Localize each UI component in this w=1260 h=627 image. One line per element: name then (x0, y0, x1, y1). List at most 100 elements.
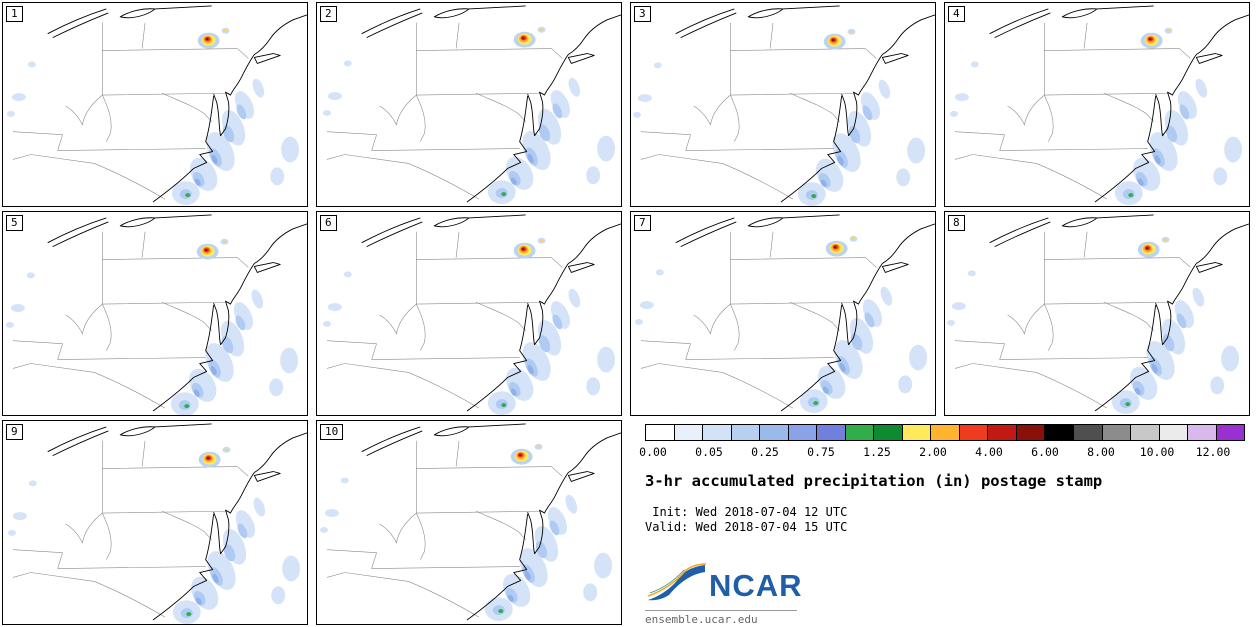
colorbar-tick: 0.05 (695, 445, 723, 459)
ncar-swoosh-icon (647, 563, 707, 601)
colorbar-segment (788, 425, 818, 440)
colorbar-segment (731, 425, 761, 440)
figure-title: 3-hr accumulated precipitation (in) post… (645, 472, 1103, 490)
storm-cell (825, 235, 858, 257)
colorbar-segment (674, 425, 704, 440)
map-panel: 5 (2, 211, 308, 416)
colorbar-tick: 0.25 (751, 445, 779, 459)
state-borders (12, 231, 249, 409)
panel-number: 7 (634, 215, 651, 231)
colorbar-segment (874, 425, 903, 440)
precipitation-shading (322, 60, 616, 205)
colorbar-segment (817, 425, 846, 440)
coastline (675, 214, 935, 412)
state-borders (640, 22, 877, 200)
colorbar-segment (1073, 425, 1103, 440)
precipitation-shading (634, 269, 928, 414)
storm-cell (823, 28, 856, 50)
storm-cell (198, 446, 231, 468)
state-borders (326, 440, 563, 618)
storm-cell (510, 443, 543, 465)
colorbar-tick: 12.00 (1195, 445, 1231, 459)
state-borders (954, 231, 1191, 409)
colorbar-tick: 2.00 (919, 445, 947, 459)
map-panel: 9 (2, 420, 308, 625)
colorbar-tick: 6.00 (1031, 445, 1059, 459)
map-panel: 4 (944, 2, 1250, 207)
ncar-logo-text: NCAR (709, 567, 803, 603)
coastline (361, 214, 621, 412)
state-borders (954, 22, 1191, 200)
map-panel: 8 (944, 211, 1250, 416)
colorbar-segment (646, 425, 675, 440)
colorbar-segment (1102, 425, 1132, 440)
valid-time: Valid: Wed 2018-07-04 15 UTC (645, 520, 848, 534)
colorbar-segment (988, 425, 1017, 440)
precipitation-shading (319, 477, 613, 622)
map-svg (949, 5, 1249, 206)
colorbar-tick: 10.00 (1139, 445, 1175, 459)
precipitation-shading (322, 271, 616, 415)
coastline (989, 5, 1249, 203)
map-panel: 6 (316, 211, 622, 416)
map-svg (634, 214, 935, 414)
map-panel: 2 (316, 2, 622, 207)
state-borders (12, 440, 249, 618)
storm-cell (513, 26, 546, 48)
panel-number: 9 (6, 424, 23, 440)
coastline (361, 423, 621, 621)
colorbar-tick: 4.00 (975, 445, 1003, 459)
map-svg (946, 214, 1249, 415)
state-borders (326, 22, 563, 200)
storm-cell (197, 27, 230, 49)
colorbar-segment (902, 425, 932, 440)
colorbar-segment (703, 425, 732, 440)
state-borders (12, 22, 249, 200)
map-svg (7, 423, 307, 624)
map-panel: 1 (2, 2, 308, 207)
precipitation-shading (946, 270, 1240, 415)
colorbar-tick: 8.00 (1087, 445, 1115, 459)
precipitation-shading (7, 480, 301, 624)
panel-number: 2 (320, 6, 337, 22)
colorbar-ticks: 0.00 0.05 0.25 0.75 1.25 2.00 4.00 6.00 8.00 10.0… (639, 445, 1245, 459)
colorbar-segment (1131, 425, 1160, 440)
storm-cell (513, 237, 546, 259)
colorbar-tick: 0.75 (807, 445, 835, 459)
precipitation-shading (6, 61, 300, 206)
map-svg (6, 5, 307, 206)
state-borders (326, 231, 563, 409)
map-svg (319, 423, 621, 622)
colorbar-segment (1216, 425, 1245, 440)
colorbar-tick: 0.00 (639, 445, 667, 459)
legend-area: 0.00 0.05 0.25 0.75 1.25 2.00 4.00 6.00 8.00 10.0… (639, 420, 1250, 627)
colorbar-segment (1159, 425, 1189, 440)
precipitation-shading (949, 61, 1243, 206)
panel-number: 10 (320, 424, 344, 440)
colorbar-segment (760, 425, 789, 440)
map-svg (632, 5, 935, 206)
colorbar-segment (1016, 425, 1046, 440)
coastline (47, 5, 307, 203)
storm-cell (1137, 236, 1170, 258)
map-panel: 10 (316, 420, 622, 625)
coastline (361, 5, 621, 203)
precipitation-shading (632, 62, 926, 206)
coastline (675, 5, 935, 203)
colorbar-segment (931, 425, 960, 440)
precipitation-shading (5, 272, 299, 415)
colorbar-segment (1188, 425, 1217, 440)
map-panel: 3 (630, 2, 936, 207)
panel-number: 1 (6, 6, 23, 22)
coastline (47, 214, 307, 412)
panel-number: 6 (320, 215, 337, 231)
map-panel: 7 (630, 211, 936, 416)
storm-cell (196, 238, 229, 260)
panel-number: 5 (6, 215, 23, 231)
colorbar-segment (959, 425, 989, 440)
coastline (47, 423, 307, 621)
colorbar-segment (1045, 425, 1074, 440)
panel-number: 4 (948, 6, 965, 22)
state-borders (640, 231, 877, 409)
panel-number: 3 (634, 6, 651, 22)
